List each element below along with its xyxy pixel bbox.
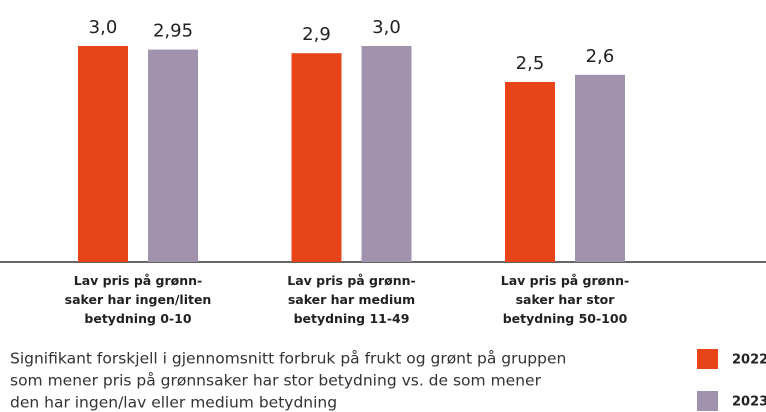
value-label: 3,0: [372, 17, 401, 38]
value-label: 2,5: [516, 53, 545, 74]
value-label: 3,0: [89, 17, 118, 38]
bar: [575, 74, 625, 262]
value-label: 2,6: [586, 46, 615, 67]
bar: [505, 82, 555, 262]
bar: [291, 53, 342, 263]
value-label: 2,9: [302, 24, 331, 45]
bar: [148, 49, 198, 262]
footnote: den har ingen/lav eller medium betydning: [10, 394, 337, 412]
footnote: som mener pris på grønnsaker har stor be…: [10, 372, 542, 390]
legend-swatch: [697, 349, 718, 369]
x-tick-label: Lav pris på grønn-saker har stor betydnin…: [501, 273, 630, 326]
footnote: Signifikant forskjell i gjennomsnitt for…: [10, 350, 566, 368]
bar: [78, 46, 128, 262]
bar: [361, 46, 412, 262]
legend-label: 2023: [732, 395, 766, 410]
legend-swatch: [697, 391, 718, 411]
x-tick-label: Lav pris på grønn-saker har medium betydn…: [287, 273, 416, 326]
x-tick-label: Lav pris på grønn-saker har ingen/liten b…: [65, 273, 212, 326]
value-label: 2,95: [153, 21, 193, 42]
legend-label: 2022: [732, 353, 766, 368]
